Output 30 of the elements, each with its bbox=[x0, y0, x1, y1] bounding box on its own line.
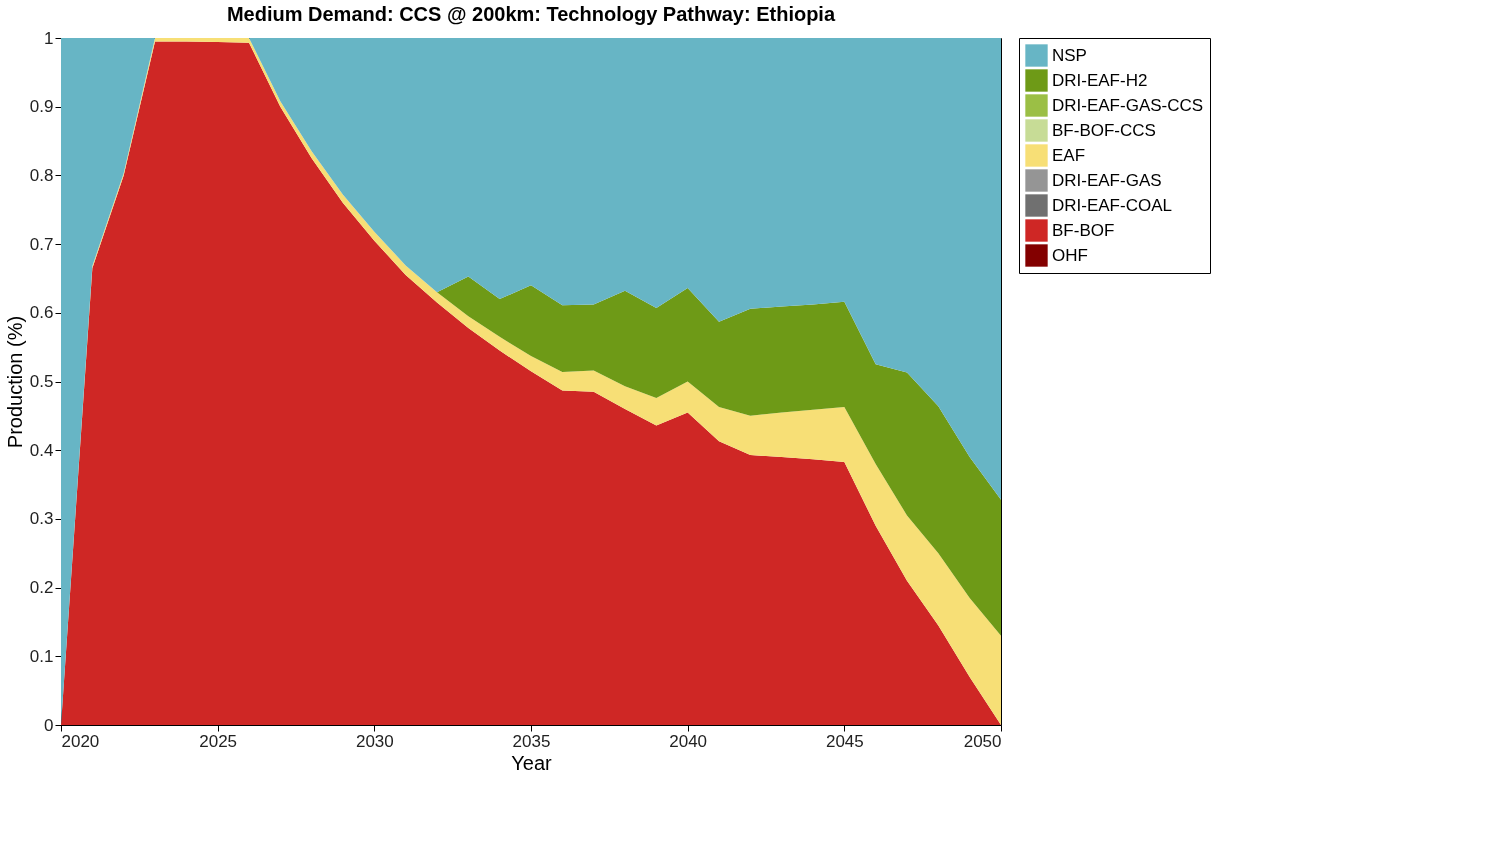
y-tick-label: 0.4 bbox=[29, 440, 54, 460]
legend-label: BF-BOF bbox=[1052, 220, 1115, 240]
y-tick-label: 1 bbox=[44, 28, 54, 48]
y-axis-title: Production (%) bbox=[3, 315, 26, 449]
x-tick-label: 2040 bbox=[669, 731, 708, 751]
x-axis-title: Year bbox=[511, 751, 553, 774]
legend-label: OHF bbox=[1052, 245, 1088, 265]
x-tick-label: 2020 bbox=[61, 731, 100, 751]
legend-label: DRI-EAF-GAS-CCS bbox=[1052, 95, 1204, 115]
x-tick-label: 2025 bbox=[199, 731, 238, 751]
legend-label: EAF bbox=[1052, 145, 1086, 165]
legend-label: DRI-EAF-GAS bbox=[1052, 170, 1162, 190]
legend-label: DRI-EAF-COAL bbox=[1052, 195, 1172, 215]
chart-title: Medium Demand: CCS @ 200km: Technology Pathway: Ethiopia bbox=[226, 3, 836, 25]
y-tick-label: 0.8 bbox=[29, 165, 54, 185]
x-tick-label: 2045 bbox=[825, 731, 864, 751]
legend-label: DRI-EAF-H2 bbox=[1052, 70, 1148, 90]
y-tick-label: 0.9 bbox=[29, 97, 54, 117]
x-tick-label: 2030 bbox=[355, 731, 394, 751]
y-tick-label: 0.2 bbox=[29, 578, 54, 598]
y-tick-label: 0.3 bbox=[29, 509, 54, 529]
y-tick-label: 0.7 bbox=[29, 234, 54, 254]
x-tick-label: 2035 bbox=[512, 731, 551, 751]
y-tick-label: 0 bbox=[44, 715, 54, 735]
legend-label: BF-BOF-CCS bbox=[1052, 120, 1156, 140]
x-tick-label: 2050 bbox=[963, 731, 1002, 751]
legend-label: NSP bbox=[1052, 45, 1087, 65]
y-tick-label: 0.5 bbox=[29, 372, 54, 391]
y-tick-label: 0.6 bbox=[29, 303, 54, 323]
y-tick-label: 0.1 bbox=[29, 646, 54, 666]
